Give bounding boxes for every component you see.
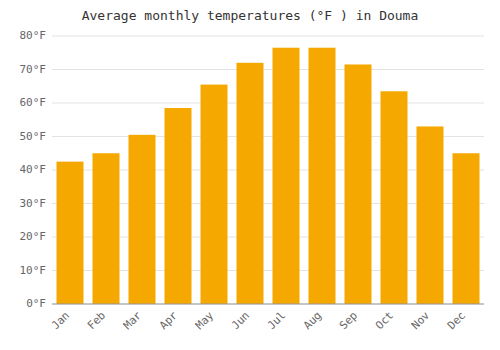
y-tick-label: 50°F xyxy=(20,130,47,143)
bar xyxy=(237,63,264,304)
x-tick-label: Aug xyxy=(301,309,324,332)
x-tick-label: May xyxy=(193,309,217,333)
bar xyxy=(453,153,480,304)
grid-line xyxy=(52,103,484,104)
y-tick-label: 0°F xyxy=(26,297,46,310)
y-tick-label: 20°F xyxy=(20,230,47,243)
x-tick-label: Mar xyxy=(121,309,145,333)
x-tick-label: Feb xyxy=(85,309,108,332)
title: Average monthly temperatures (°F ) in Do… xyxy=(82,8,419,23)
y-tick-labels: 0°F 10°F 20°F 30°F 40°F 50°F 60°F 70°F 80°F xyxy=(20,29,47,310)
y-tick-label: 30°F xyxy=(20,197,47,210)
y-tick-label: 10°F xyxy=(20,264,47,277)
y-tick-label: 70°F xyxy=(20,63,47,76)
bar xyxy=(381,91,408,304)
bar xyxy=(345,64,372,304)
y-tick-label: 40°F xyxy=(20,163,47,176)
y-tick-label: 60°F xyxy=(20,96,47,109)
grid-line xyxy=(52,36,484,37)
bar xyxy=(417,126,444,304)
y-tick-label: 80°F xyxy=(20,29,47,42)
x-tick-label: Jan xyxy=(49,309,72,332)
bar xyxy=(57,162,84,304)
grid xyxy=(52,36,484,304)
bar xyxy=(165,108,192,304)
grid-line xyxy=(52,304,484,305)
bar xyxy=(273,48,300,304)
x-tick-label: Nov xyxy=(409,309,433,333)
x-tick-label: Dec xyxy=(445,309,468,332)
bar xyxy=(129,135,156,304)
bar xyxy=(201,85,228,304)
bars xyxy=(57,48,480,304)
x-tick-label: Sep xyxy=(337,309,360,332)
x-tick-label: Jun xyxy=(229,309,252,332)
bar xyxy=(93,153,120,304)
x-tick-labels: Jan Feb Mar Apr May Jun Jul Aug Sep Oct Nov Dec xyxy=(49,309,468,333)
x-axis xyxy=(52,304,484,305)
bar xyxy=(309,48,336,304)
chart: Average monthly temperatures (°F ) in Do… xyxy=(0,0,500,350)
x-tick-label: Oct xyxy=(373,309,396,332)
x-tick-label: Apr xyxy=(157,309,181,333)
x-tick-label: Jul xyxy=(265,309,288,332)
grid-line xyxy=(52,69,484,70)
